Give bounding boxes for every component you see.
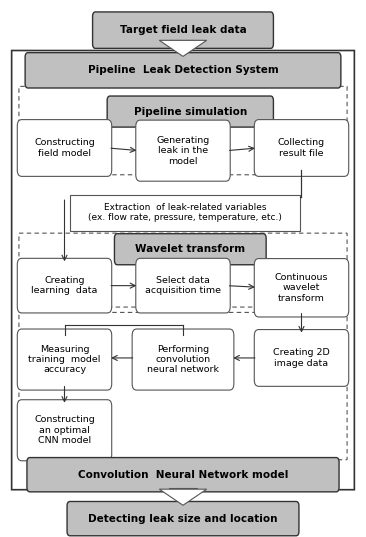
Bar [169, 40, 197, 44]
FancyBboxPatch shape [67, 502, 299, 536]
Text: Measuring
training  model
accuracy: Measuring training model accuracy [28, 345, 101, 374]
Text: Pipeline  Leak Detection System: Pipeline Leak Detection System [87, 66, 279, 75]
Bar [169, 488, 197, 489]
FancyBboxPatch shape [115, 234, 266, 265]
Text: Constructing
field model: Constructing field model [34, 139, 95, 158]
FancyBboxPatch shape [254, 330, 349, 386]
FancyBboxPatch shape [70, 194, 300, 231]
Text: Convolution  Neural Network model: Convolution Neural Network model [78, 470, 288, 480]
Text: Performing
convolution
neural network: Performing convolution neural network [147, 345, 219, 374]
Text: Constructing
an optimal
CNN model: Constructing an optimal CNN model [34, 415, 95, 445]
FancyBboxPatch shape [132, 329, 234, 390]
FancyBboxPatch shape [17, 120, 112, 176]
FancyBboxPatch shape [17, 329, 112, 390]
Text: Creating
learning  data: Creating learning data [31, 276, 98, 295]
Text: Pipeline simulation: Pipeline simulation [134, 106, 247, 117]
Text: Creating 2D
image data: Creating 2D image data [273, 349, 330, 368]
Text: Extraction  of leak-related variables
(ex. flow rate, pressure, temperature, etc: Extraction of leak-related variables (ex… [88, 203, 282, 222]
Polygon shape [159, 489, 207, 505]
Text: Wavelet transform: Wavelet transform [135, 244, 245, 254]
FancyBboxPatch shape [136, 258, 230, 313]
FancyBboxPatch shape [25, 53, 341, 88]
Text: Target field leak data: Target field leak data [120, 25, 246, 35]
FancyBboxPatch shape [107, 96, 273, 127]
FancyBboxPatch shape [93, 12, 273, 48]
Text: Detecting leak size and location: Detecting leak size and location [88, 513, 278, 524]
Polygon shape [159, 40, 207, 56]
FancyBboxPatch shape [136, 120, 230, 181]
FancyBboxPatch shape [17, 400, 112, 461]
FancyBboxPatch shape [27, 458, 339, 492]
Text: Generating
leak in the
model: Generating leak in the model [156, 136, 210, 165]
FancyBboxPatch shape [254, 259, 349, 317]
Text: Continuous
wavelet
transform: Continuous wavelet transform [275, 273, 328, 303]
FancyBboxPatch shape [17, 258, 112, 313]
FancyBboxPatch shape [254, 120, 349, 176]
Text: Collecting
result file: Collecting result file [278, 139, 325, 158]
Text: Select data
acquisition time: Select data acquisition time [145, 276, 221, 295]
